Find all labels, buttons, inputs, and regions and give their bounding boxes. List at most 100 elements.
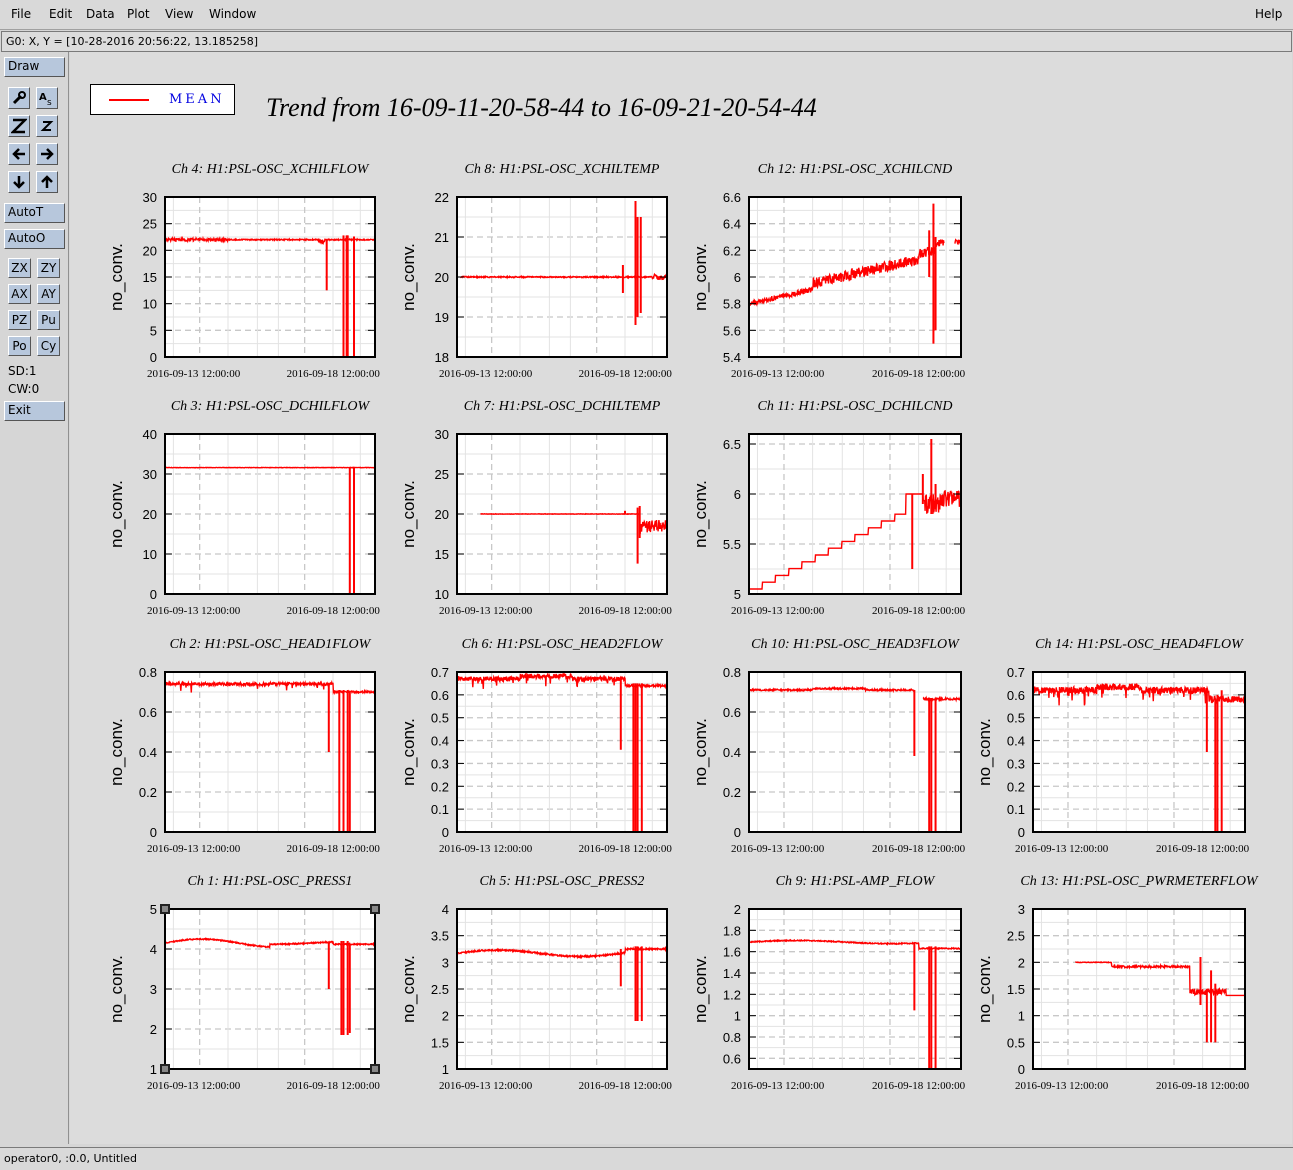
y-tick-label: 2.5 <box>431 982 449 997</box>
y-tick-label: 2 <box>1018 955 1025 970</box>
y-tick-label: 1.6 <box>723 945 741 960</box>
plot-title: Ch 2: H1:PSL-OSC_HEAD1FLOW <box>170 637 372 652</box>
x-tick-label: 2016-09-13 12:00:00 <box>1015 843 1109 855</box>
y-tick-label: 25 <box>435 467 449 482</box>
y-axis-label: no_conv. <box>107 243 126 311</box>
y-tick-label: 5 <box>150 902 157 917</box>
plot-title: Ch 4: H1:PSL-OSC_XCHILFLOW <box>172 162 370 177</box>
x-tick-label: 2016-09-13 12:00:00 <box>731 368 825 380</box>
plot-title: Ch 11: H1:PSL-OSC_DCHILCND <box>758 399 953 414</box>
x-tick-label: 2016-09-18 12:00:00 <box>287 1080 381 1092</box>
y-tick-label: 0.4 <box>1007 734 1025 749</box>
y-tick-label: 10 <box>143 297 157 312</box>
plot-title: Ch 9: H1:PSL-AMP_FLOW <box>776 874 936 889</box>
y-tick-label: 5 <box>734 587 741 602</box>
y-tick-label: 1 <box>442 1062 449 1077</box>
x-tick-label: 2016-09-18 12:00:00 <box>287 368 381 380</box>
y-tick-label: 2.5 <box>1007 929 1025 944</box>
y-tick-label: 19 <box>435 310 449 325</box>
x-tick-label: 2016-09-18 12:00:00 <box>872 843 966 855</box>
y-tick-label: 0.3 <box>431 756 449 771</box>
y-tick-label: 20 <box>143 507 157 522</box>
y-tick-label: 0 <box>442 825 449 840</box>
x-tick-label: 2016-09-18 12:00:00 <box>579 843 673 855</box>
y-tick-label: 0 <box>1018 825 1025 840</box>
x-tick-label: 2016-09-13 12:00:00 <box>439 1080 533 1092</box>
y-tick-label: 10 <box>143 547 157 562</box>
y-axis-label: no_conv. <box>691 955 710 1023</box>
y-axis-label: no_conv. <box>691 718 710 786</box>
x-tick-label: 2016-09-13 12:00:00 <box>731 1080 825 1092</box>
y-tick-label: 20 <box>143 243 157 258</box>
y-tick-label: 2 <box>442 1009 449 1024</box>
y-tick-label: 0.7 <box>1007 665 1025 680</box>
y-tick-label: 1 <box>150 1062 157 1077</box>
y-tick-label: 0.6 <box>723 705 741 720</box>
y-tick-label: 1.4 <box>723 966 741 981</box>
y-tick-label: 1 <box>734 1009 741 1024</box>
y-axis-label: no_conv. <box>691 480 710 548</box>
y-tick-label: 1.2 <box>723 987 741 1002</box>
plot-title: Ch 12: H1:PSL-OSC_XCHILCND <box>758 162 952 177</box>
y-tick-label: 5 <box>150 323 157 338</box>
y-tick-label: 0.8 <box>723 1030 741 1045</box>
x-tick-label: 2016-09-18 12:00:00 <box>287 605 381 617</box>
y-tick-label: 0 <box>150 825 157 840</box>
x-tick-label: 2016-09-18 12:00:00 <box>872 1080 966 1092</box>
y-tick-label: 1.8 <box>723 923 741 938</box>
y-tick-label: 1.5 <box>431 1035 449 1050</box>
y-tick-label: 40 <box>143 427 157 442</box>
y-tick-label: 15 <box>143 270 157 285</box>
plot-title: Ch 1: H1:PSL-OSC_PRESS1 <box>188 874 353 889</box>
y-tick-label: 3 <box>442 955 449 970</box>
y-tick-label: 1 <box>1018 1009 1025 1024</box>
y-tick-label: 22 <box>435 190 449 205</box>
y-tick-label: 5.6 <box>723 323 741 338</box>
y-tick-label: 0.6 <box>139 705 157 720</box>
plot-frame-background <box>749 434 961 594</box>
y-tick-label: 30 <box>143 467 157 482</box>
y-tick-label: 0.2 <box>1007 779 1025 794</box>
x-tick-label: 2016-09-13 12:00:00 <box>147 1080 241 1092</box>
x-tick-label: 2016-09-18 12:00:00 <box>579 368 673 380</box>
y-tick-label: 2 <box>734 902 741 917</box>
x-tick-label: 2016-09-13 12:00:00 <box>147 843 241 855</box>
y-tick-label: 5.5 <box>723 537 741 552</box>
selection-handle-inner <box>162 1066 168 1072</box>
y-axis-label: no_conv. <box>975 955 994 1023</box>
y-tick-label: 6 <box>734 270 741 285</box>
y-tick-label: 0.5 <box>1007 1035 1025 1050</box>
x-tick-label: 2016-09-13 12:00:00 <box>439 605 533 617</box>
x-tick-label: 2016-09-18 12:00:00 <box>579 605 673 617</box>
x-tick-label: 2016-09-13 12:00:00 <box>439 843 533 855</box>
y-tick-label: 3.5 <box>431 929 449 944</box>
y-tick-label: 6.2 <box>723 243 741 258</box>
y-tick-label: 6 <box>734 487 741 502</box>
y-axis-label: no_conv. <box>399 480 418 548</box>
x-tick-label: 2016-09-13 12:00:00 <box>1015 1080 1109 1092</box>
plot-title: Ch 10: H1:PSL-OSC_HEAD3FLOW <box>751 637 960 652</box>
y-tick-label: 0.3 <box>1007 756 1025 771</box>
y-tick-label: 3 <box>1018 902 1025 917</box>
y-tick-label: 0.4 <box>723 745 741 760</box>
y-axis-label: no_conv. <box>107 480 126 548</box>
y-tick-label: 18 <box>435 350 449 365</box>
y-tick-label: 6.4 <box>723 217 741 232</box>
x-tick-label: 2016-09-18 12:00:00 <box>872 368 966 380</box>
plot-title: Ch 14: H1:PSL-OSC_HEAD4FLOW <box>1035 637 1244 652</box>
